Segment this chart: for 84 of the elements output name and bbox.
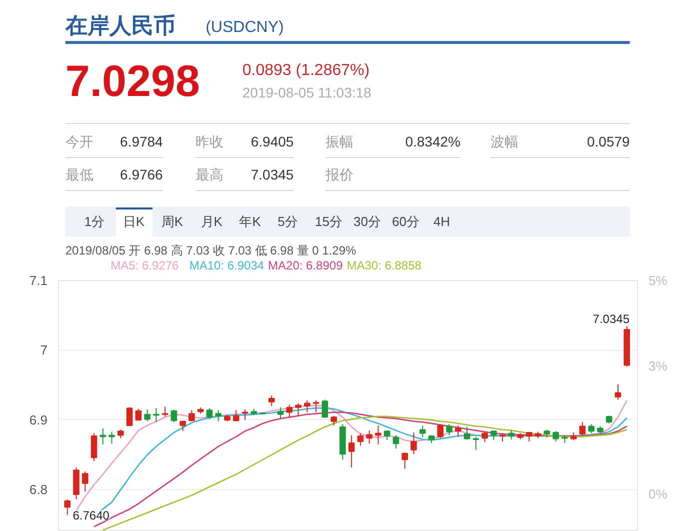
candlestick <box>614 384 622 400</box>
candlestick <box>446 424 452 436</box>
candlestick <box>508 430 515 440</box>
text: 60分 <box>392 214 420 229</box>
candlestick <box>472 436 480 450</box>
chart-title: 在岸人民币 <box>64 13 176 38</box>
candlestick <box>322 399 328 418</box>
candlestick <box>330 415 337 426</box>
text: 振幅 <box>325 134 354 150</box>
candlestick <box>268 395 275 406</box>
candlestick <box>366 430 372 444</box>
text: 年K <box>239 214 262 229</box>
candlestick <box>454 425 462 438</box>
candlestick <box>153 408 160 423</box>
chart-subtitle: (USDCNY) <box>206 19 284 36</box>
candlestick <box>392 434 400 450</box>
candlestick <box>64 498 71 516</box>
text: 日K <box>122 214 145 229</box>
text: 15分 <box>315 214 342 229</box>
candlestick <box>464 426 470 440</box>
y-tick-label: 7 <box>40 342 48 358</box>
text: 波幅 <box>490 134 518 150</box>
candlestick <box>579 422 586 436</box>
candlestick <box>588 424 594 434</box>
text: MA20: 6.8909 <box>268 258 344 272</box>
annotation: 7.0345 <box>592 312 630 326</box>
text: 1分 <box>84 214 105 229</box>
text: 4H <box>433 214 450 229</box>
annotation: 6.7640 <box>72 508 110 522</box>
text: MA10: 6.9034 <box>189 258 264 272</box>
text: 6.9784 <box>120 134 164 150</box>
candlestick <box>180 420 186 432</box>
candlestick <box>90 432 98 462</box>
candlestick <box>410 432 417 455</box>
candlestick <box>295 402 302 416</box>
candlestick <box>419 425 426 438</box>
candlestick <box>375 425 382 445</box>
candlestick <box>215 410 222 422</box>
text: 最高 <box>195 166 224 182</box>
candlestick <box>108 431 115 444</box>
candlestick <box>242 408 248 420</box>
text: 今开 <box>65 134 94 150</box>
candlestick <box>144 408 150 422</box>
text: 0.0893 (1.2867%) <box>242 62 370 79</box>
y2-tick-label: 3% <box>648 358 668 374</box>
y2-tick-label: 5% <box>648 273 668 288</box>
candlestick <box>552 430 559 442</box>
text: 周K <box>161 214 184 229</box>
text: 5分 <box>278 214 298 229</box>
text: MA5: 6.9276 <box>110 258 180 272</box>
y-tick-label: 7.1 <box>29 273 48 288</box>
y2-tick-label: 0% <box>648 486 668 502</box>
text: 6.9766 <box>120 166 164 182</box>
candlestick <box>286 404 293 418</box>
candlestick <box>437 424 444 439</box>
candlestick <box>170 408 178 423</box>
text: 0.8342% <box>405 134 460 150</box>
candlestick <box>348 434 355 468</box>
text: 昨收 <box>195 134 224 150</box>
candlestick <box>232 410 240 422</box>
text: 最低 <box>65 166 94 182</box>
text: 月K <box>200 214 223 229</box>
candlestick <box>162 406 168 417</box>
candlestick <box>188 410 195 422</box>
text: 报价 <box>324 166 354 182</box>
text: 7.0298 <box>65 57 200 106</box>
y-tick-label: 6.8 <box>29 482 48 498</box>
candlestick <box>82 471 88 492</box>
text: 30分 <box>354 214 381 229</box>
text: 2019/08/05 开 6.98 高 7.03 收 7.03 低 6.98 量 0 1.29% <box>65 244 357 258</box>
text: 6.9405 <box>250 134 294 150</box>
text: 7.0345 <box>250 166 294 182</box>
candlestick <box>304 400 310 413</box>
candlestick <box>482 431 488 443</box>
candlestick <box>402 452 408 470</box>
text: MA30: 6.8858 <box>346 258 422 272</box>
candlestick <box>357 432 364 446</box>
candlestick <box>526 432 532 442</box>
candlestick <box>312 400 320 413</box>
y-tick-label: 6.9 <box>29 412 48 428</box>
candlestick <box>277 406 284 420</box>
text: 2019-08-05 11:03:18 <box>242 84 372 100</box>
candlestick <box>206 408 213 420</box>
text: 0.0579 <box>586 134 630 150</box>
